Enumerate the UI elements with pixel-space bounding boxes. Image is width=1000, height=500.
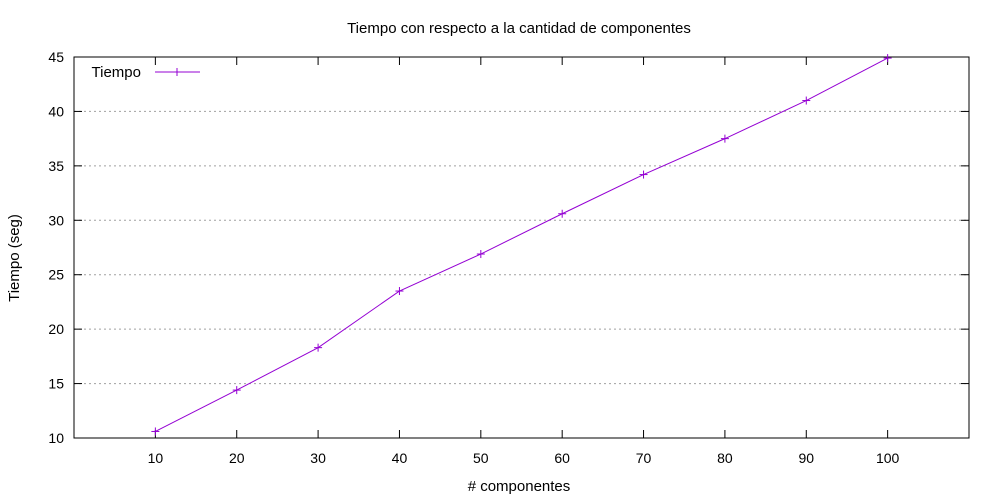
chart-title: Tiempo con respecto a la cantidad de com… (347, 20, 691, 37)
x-tick-label: 70 (636, 450, 652, 466)
x-tick-label: 10 (148, 450, 164, 466)
y-tick-label: 25 (48, 267, 64, 283)
series-line-tiempo (155, 57, 888, 432)
data-point-marker (883, 54, 892, 63)
x-tick-label: 30 (310, 450, 326, 466)
x-axis-title: # componentes (468, 478, 571, 495)
y-tick-label: 20 (48, 321, 64, 337)
y-tick-label: 15 (48, 376, 64, 392)
legend-label-tiempo: Tiempo (92, 64, 141, 81)
data-point-marker (802, 96, 811, 105)
x-tick-label: 90 (798, 450, 814, 466)
plot-frame (73, 56, 970, 439)
data-point-marker (558, 209, 567, 218)
data-point-marker (395, 287, 404, 296)
grid-lines (74, 110, 969, 385)
data-point-marker (232, 386, 241, 395)
y-tick-label: 35 (48, 158, 64, 174)
y-tick-label: 45 (48, 49, 64, 65)
x-tick-label: 100 (876, 450, 900, 466)
y-tick-label: 30 (48, 212, 64, 228)
legend-marker-tiempo (173, 68, 181, 76)
data-point-marker (476, 250, 485, 259)
data-point-marker (639, 170, 648, 179)
data-point-marker (151, 427, 160, 436)
y-tick-label: 10 (48, 430, 64, 446)
x-tick-label: 20 (229, 450, 245, 466)
axis-ticks (74, 56, 969, 439)
tick-labels: 10 15 20 25 30 35 40 45 10 20 30 40 50 60 70 80 90 100 (48, 49, 899, 466)
series-layer (151, 54, 892, 436)
legend: Tiempo (92, 64, 200, 81)
y-tick-label: 40 (48, 103, 64, 119)
data-point-marker (720, 134, 729, 143)
x-tick-label: 50 (473, 450, 489, 466)
data-point-marker (314, 343, 323, 352)
x-tick-label: 60 (554, 450, 570, 466)
y-axis-title: Tiempo (seg) (6, 214, 23, 302)
x-tick-label: 40 (392, 450, 408, 466)
x-tick-label: 80 (717, 450, 733, 466)
